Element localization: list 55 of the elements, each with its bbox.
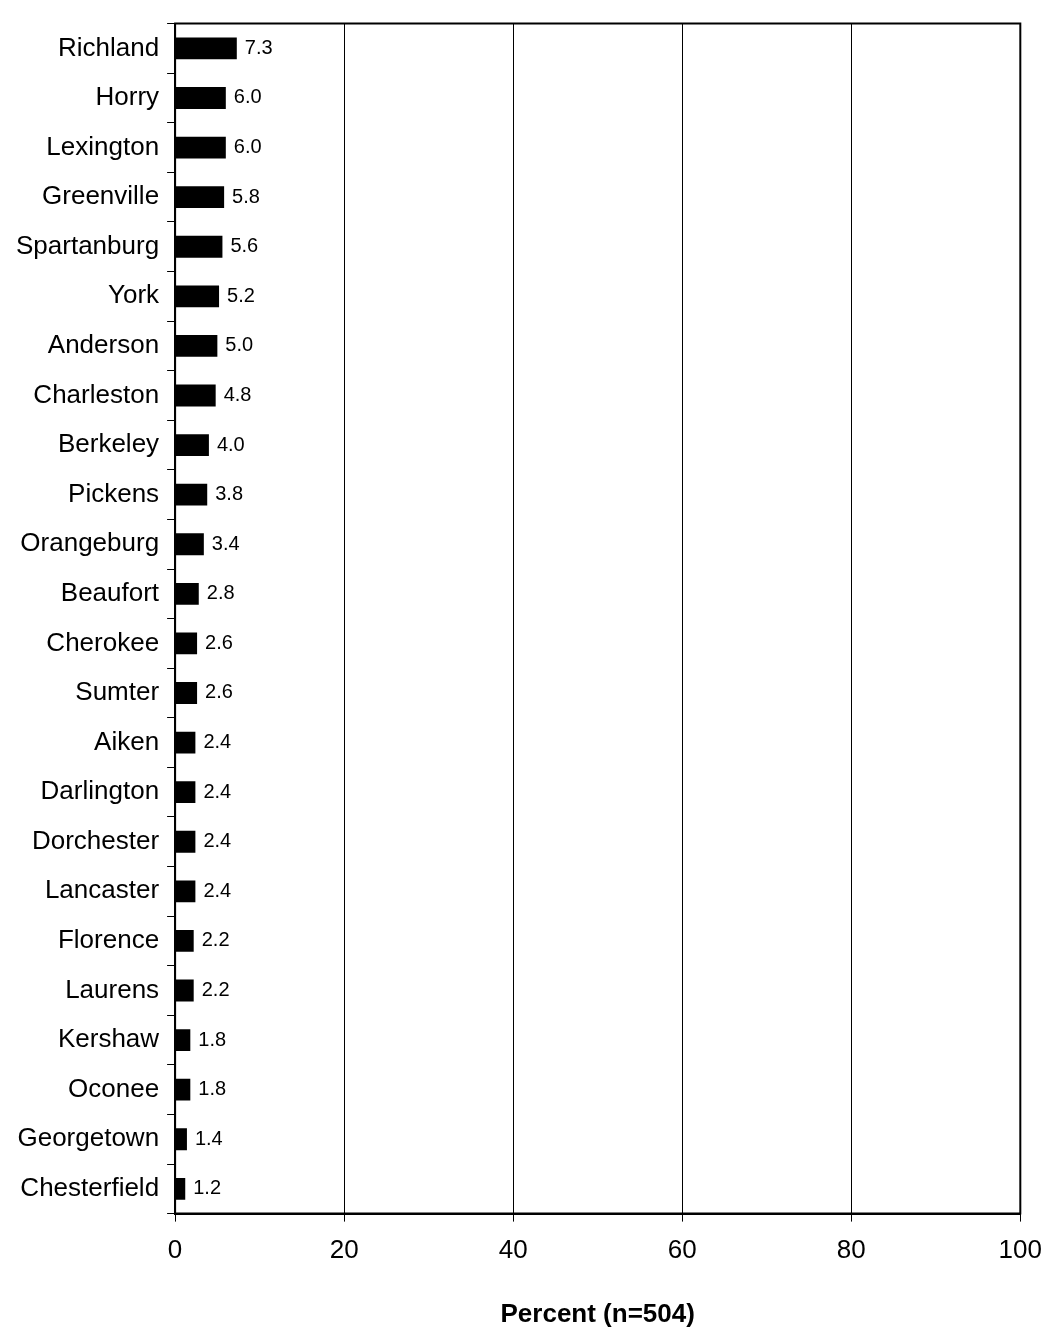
y-tick-label: Florence <box>57 924 160 955</box>
y-tick-label: Laurens <box>65 973 160 1004</box>
y-tick-label: Georgetown <box>17 1122 160 1153</box>
x-tick-label: 0 <box>167 1234 183 1265</box>
y-tick-label: Berkeley <box>57 428 160 459</box>
data-label: 2.4 <box>203 779 232 802</box>
y-tick-label: Charleston <box>33 378 160 409</box>
data-label: 2.2 <box>201 977 230 1000</box>
data-label: 5.8 <box>232 184 260 207</box>
y-tick-label: Pickens <box>68 477 160 508</box>
x-tick-label: 40 <box>498 1234 528 1265</box>
data-label: 1.4 <box>194 1126 223 1149</box>
y-tick-label: Cherokee <box>46 626 160 657</box>
y-tick-label: Dorchester <box>31 824 160 855</box>
data-label: 4.8 <box>223 382 252 405</box>
data-label: 2.8 <box>206 581 235 604</box>
y-tick-label: Oconee <box>68 1072 160 1103</box>
y-tick-label: Richland <box>57 31 160 62</box>
data-label: 2.6 <box>205 680 233 703</box>
x-tick-label: 80 <box>836 1234 866 1265</box>
data-label: 2.4 <box>203 730 232 753</box>
data-label: 1.8 <box>198 1027 227 1050</box>
y-tick-label: Anderson <box>47 329 160 360</box>
y-tick-label: Kershaw <box>57 1023 160 1054</box>
data-label: 3.8 <box>215 482 244 505</box>
x-tick-label: 20 <box>329 1234 359 1265</box>
y-tick-label: Lexington <box>46 130 160 161</box>
x-tick-label: 100 <box>998 1234 1043 1265</box>
y-tick-label: Lancaster <box>44 874 160 905</box>
y-tick-label: Aiken <box>94 725 160 756</box>
data-label: 1.8 <box>198 1077 227 1100</box>
y-tick-label: Horry <box>95 81 160 112</box>
data-label: 5.2 <box>227 283 255 306</box>
data-label: 2.6 <box>205 630 233 653</box>
y-tick-label: Spartanburg <box>15 229 160 260</box>
data-label: 7.3 <box>244 35 273 58</box>
y-tick-label: York <box>108 279 161 310</box>
y-tick-label: Darlington <box>40 775 160 806</box>
y-tick-label: Orangeburg <box>20 527 160 558</box>
data-label: 2.4 <box>203 878 232 901</box>
y-tick-label: Beaufort <box>60 576 160 607</box>
x-axis-title: Percent (n=504) <box>500 1297 695 1328</box>
data-label: 5.6 <box>230 234 259 257</box>
data-label: 5.0 <box>225 333 254 356</box>
data-label: 2.4 <box>203 829 232 852</box>
data-label: 1.2 <box>193 1176 222 1199</box>
data-label: 3.4 <box>211 531 240 554</box>
x-tick-label: 60 <box>667 1234 697 1265</box>
y-tick-label: Sumter <box>75 676 160 707</box>
y-tick-label: Greenville <box>42 180 160 211</box>
data-label: 4.0 <box>216 432 245 455</box>
data-label: 6.0 <box>233 85 262 108</box>
y-tick-label: Chesterfield <box>20 1171 160 1202</box>
data-label: 6.0 <box>233 135 262 158</box>
data-label: 2.2 <box>201 928 230 951</box>
